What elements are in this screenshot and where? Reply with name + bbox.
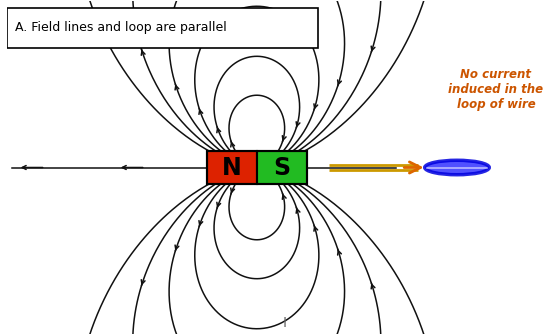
Bar [207,151,257,184]
Text: S: S [273,155,290,180]
FancyBboxPatch shape [7,8,318,48]
Text: N: N [222,155,241,180]
Text: I: I [283,316,287,330]
Text: No current
induced in the
loop of wire: No current induced in the loop of wire [448,68,543,111]
Text: A. Field lines and loop are parallel: A. Field lines and loop are parallel [15,21,227,35]
Bar [257,151,307,184]
Ellipse shape [425,160,490,175]
Bar [207,151,307,184]
